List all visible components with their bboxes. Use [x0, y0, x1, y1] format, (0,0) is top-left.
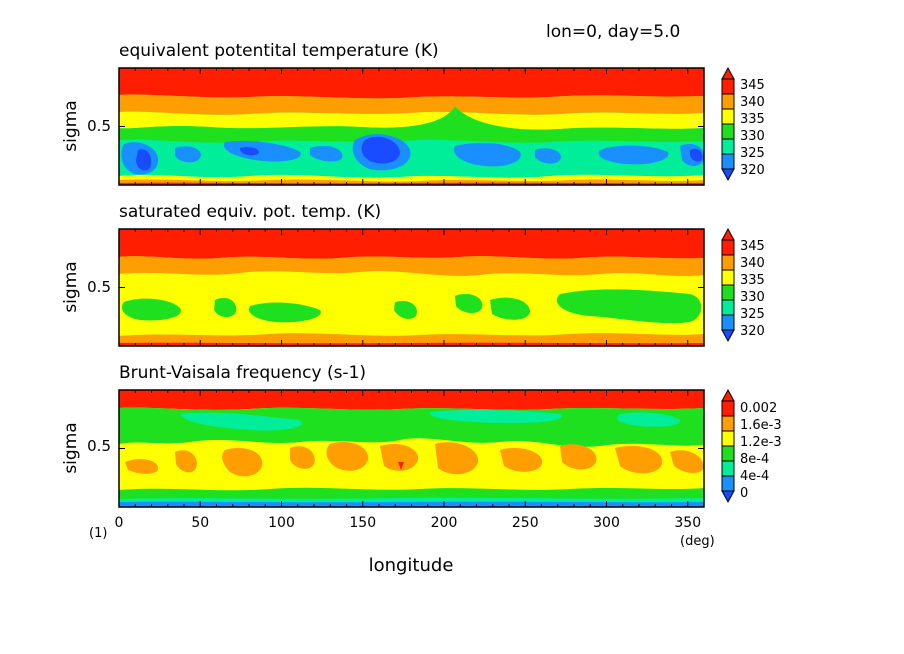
panel-2-cbar-label: 345 — [740, 239, 765, 254]
x-tick-label: 100 — [268, 515, 295, 531]
panel-1-ticks — [118, 68, 705, 185]
x-tick-label: 0 — [115, 515, 124, 531]
panel-3-ticks — [118, 390, 705, 507]
panel-3-colorbar: 0.002 1.6e-3 1.2e-3 8e-4 4e-4 0 — [721, 388, 782, 504]
panel-1: equivalent potentital temperature (K) si… — [61, 41, 765, 186]
figure-note: (1) — [89, 526, 107, 541]
x-tick-label: 300 — [593, 515, 620, 531]
panel-2-cbar-label: 325 — [740, 307, 765, 322]
panel-3-ytick: 0.5 — [87, 437, 111, 455]
x-tick-label: 350 — [674, 515, 701, 531]
panel-3: Brunt-Vaisala frequency (s-1) sigma 0.5 — [61, 363, 782, 508]
panel-2-field — [119, 229, 704, 346]
x-tick-label: 150 — [349, 515, 376, 531]
panel-2-cbar-label: 335 — [740, 273, 765, 288]
panel-1-ytick: 0.5 — [87, 117, 111, 135]
x-axis-label: longitude — [369, 555, 454, 576]
x-tick-label: 200 — [431, 515, 458, 531]
panel-1-cbar-label: 325 — [740, 146, 765, 161]
panel-2-cbar-label: 330 — [740, 290, 765, 305]
panel-2-colorbar: 345 340 335 330 325 320 — [721, 227, 765, 343]
panel-2-cbar-label: 340 — [740, 256, 765, 271]
panel-3-cbar-label: 1.2e-3 — [740, 435, 782, 450]
panel-3-cbar-label: 1.6e-3 — [740, 418, 782, 433]
panel-1-cbar-label: 345 — [740, 78, 765, 93]
x-unit-label: (deg) — [680, 534, 715, 549]
panel-2-cbar-label: 320 — [740, 324, 765, 339]
panel-3-title: Brunt-Vaisala frequency (s-1) — [119, 363, 366, 383]
panel-3-cbar-label: 0 — [740, 486, 748, 501]
panel-1-field — [119, 68, 704, 185]
panel-1-colorbar: 345 340 335 330 325 320 — [721, 66, 765, 182]
header-info: lon=0, day=5.0 — [546, 22, 680, 42]
panel-2-ytick: 0.5 — [87, 278, 111, 296]
panel-2: saturated equiv. pot. temp. (K) sigma 0.… — [61, 202, 765, 347]
panel-3-ylabel: sigma — [61, 422, 81, 473]
panel-1-title: equivalent potentital temperature (K) — [119, 41, 439, 61]
panel-3-cbar-label: 8e-4 — [740, 452, 769, 467]
x-tick-label: 50 — [191, 515, 209, 531]
panel-2-title: saturated equiv. pot. temp. (K) — [119, 202, 381, 222]
panel-3-cbar-label: 0.002 — [740, 401, 777, 416]
x-tick-labels: 0 50 100 150 200 250 300 350 — [115, 515, 702, 531]
x-tick-label: 250 — [512, 515, 539, 531]
panel-1-cbar-label: 340 — [740, 95, 765, 110]
panel-3-cbar-label: 4e-4 — [740, 469, 769, 484]
panel-1-ylabel: sigma — [61, 100, 81, 151]
panel-1-cbar-label: 330 — [740, 129, 765, 144]
panel-1-cbar-label: 335 — [740, 112, 765, 127]
panel-1-cbar-label: 320 — [740, 163, 765, 178]
panel-3-field — [119, 390, 704, 507]
panel-2-ticks — [118, 229, 705, 346]
panel-2-ylabel: sigma — [61, 261, 81, 312]
